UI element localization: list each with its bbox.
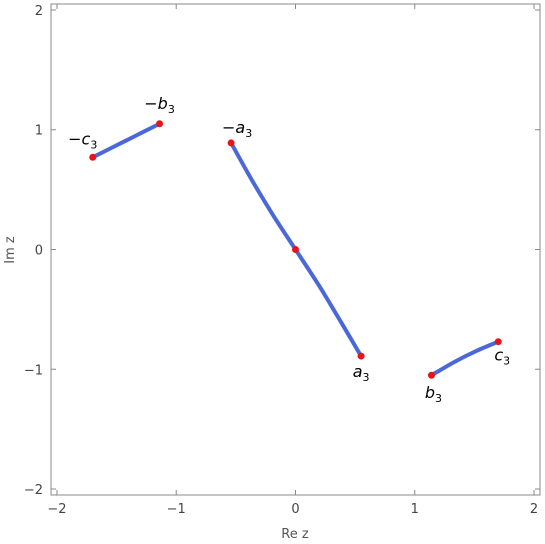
point-marker <box>89 153 97 161</box>
point-label: a3 <box>353 362 370 384</box>
point-label: −a3 <box>222 118 252 140</box>
curve-series-3 <box>429 339 501 378</box>
y-tick-label: 2 <box>35 4 43 19</box>
point-marker <box>427 371 435 379</box>
x-axis-label: Re z <box>281 527 309 542</box>
point-marker <box>357 352 365 360</box>
point-marker <box>494 338 502 346</box>
point-labels: −c3 −b3 −a3 a3 b3 c3 <box>68 94 510 405</box>
point-label: −c3 <box>68 129 97 151</box>
x-tick-label: 2 <box>530 502 538 517</box>
point-label: c3 <box>494 346 510 368</box>
y-tick-label: −1 <box>24 363 43 378</box>
point-label: b3 <box>425 383 442 405</box>
y-tick-label: 0 <box>35 244 43 259</box>
x-tick-label: −2 <box>47 502 66 517</box>
point-marker <box>156 120 164 128</box>
point-marker <box>292 246 299 253</box>
axis-ticks: −2 −1 0 1 2 −2 −1 0 1 2 <box>24 4 540 517</box>
point-marker <box>227 139 235 147</box>
y-tick-label: −2 <box>24 483 43 498</box>
data-points <box>89 120 502 379</box>
point-label: −b3 <box>144 94 175 116</box>
x-tick-label: 0 <box>291 502 299 517</box>
x-tick-label: −1 <box>167 502 186 517</box>
curve-series-1 <box>90 121 162 160</box>
x-tick-label: 1 <box>411 502 419 517</box>
y-tick-label: 1 <box>35 124 43 139</box>
y-axis-label: Im z <box>3 236 18 264</box>
